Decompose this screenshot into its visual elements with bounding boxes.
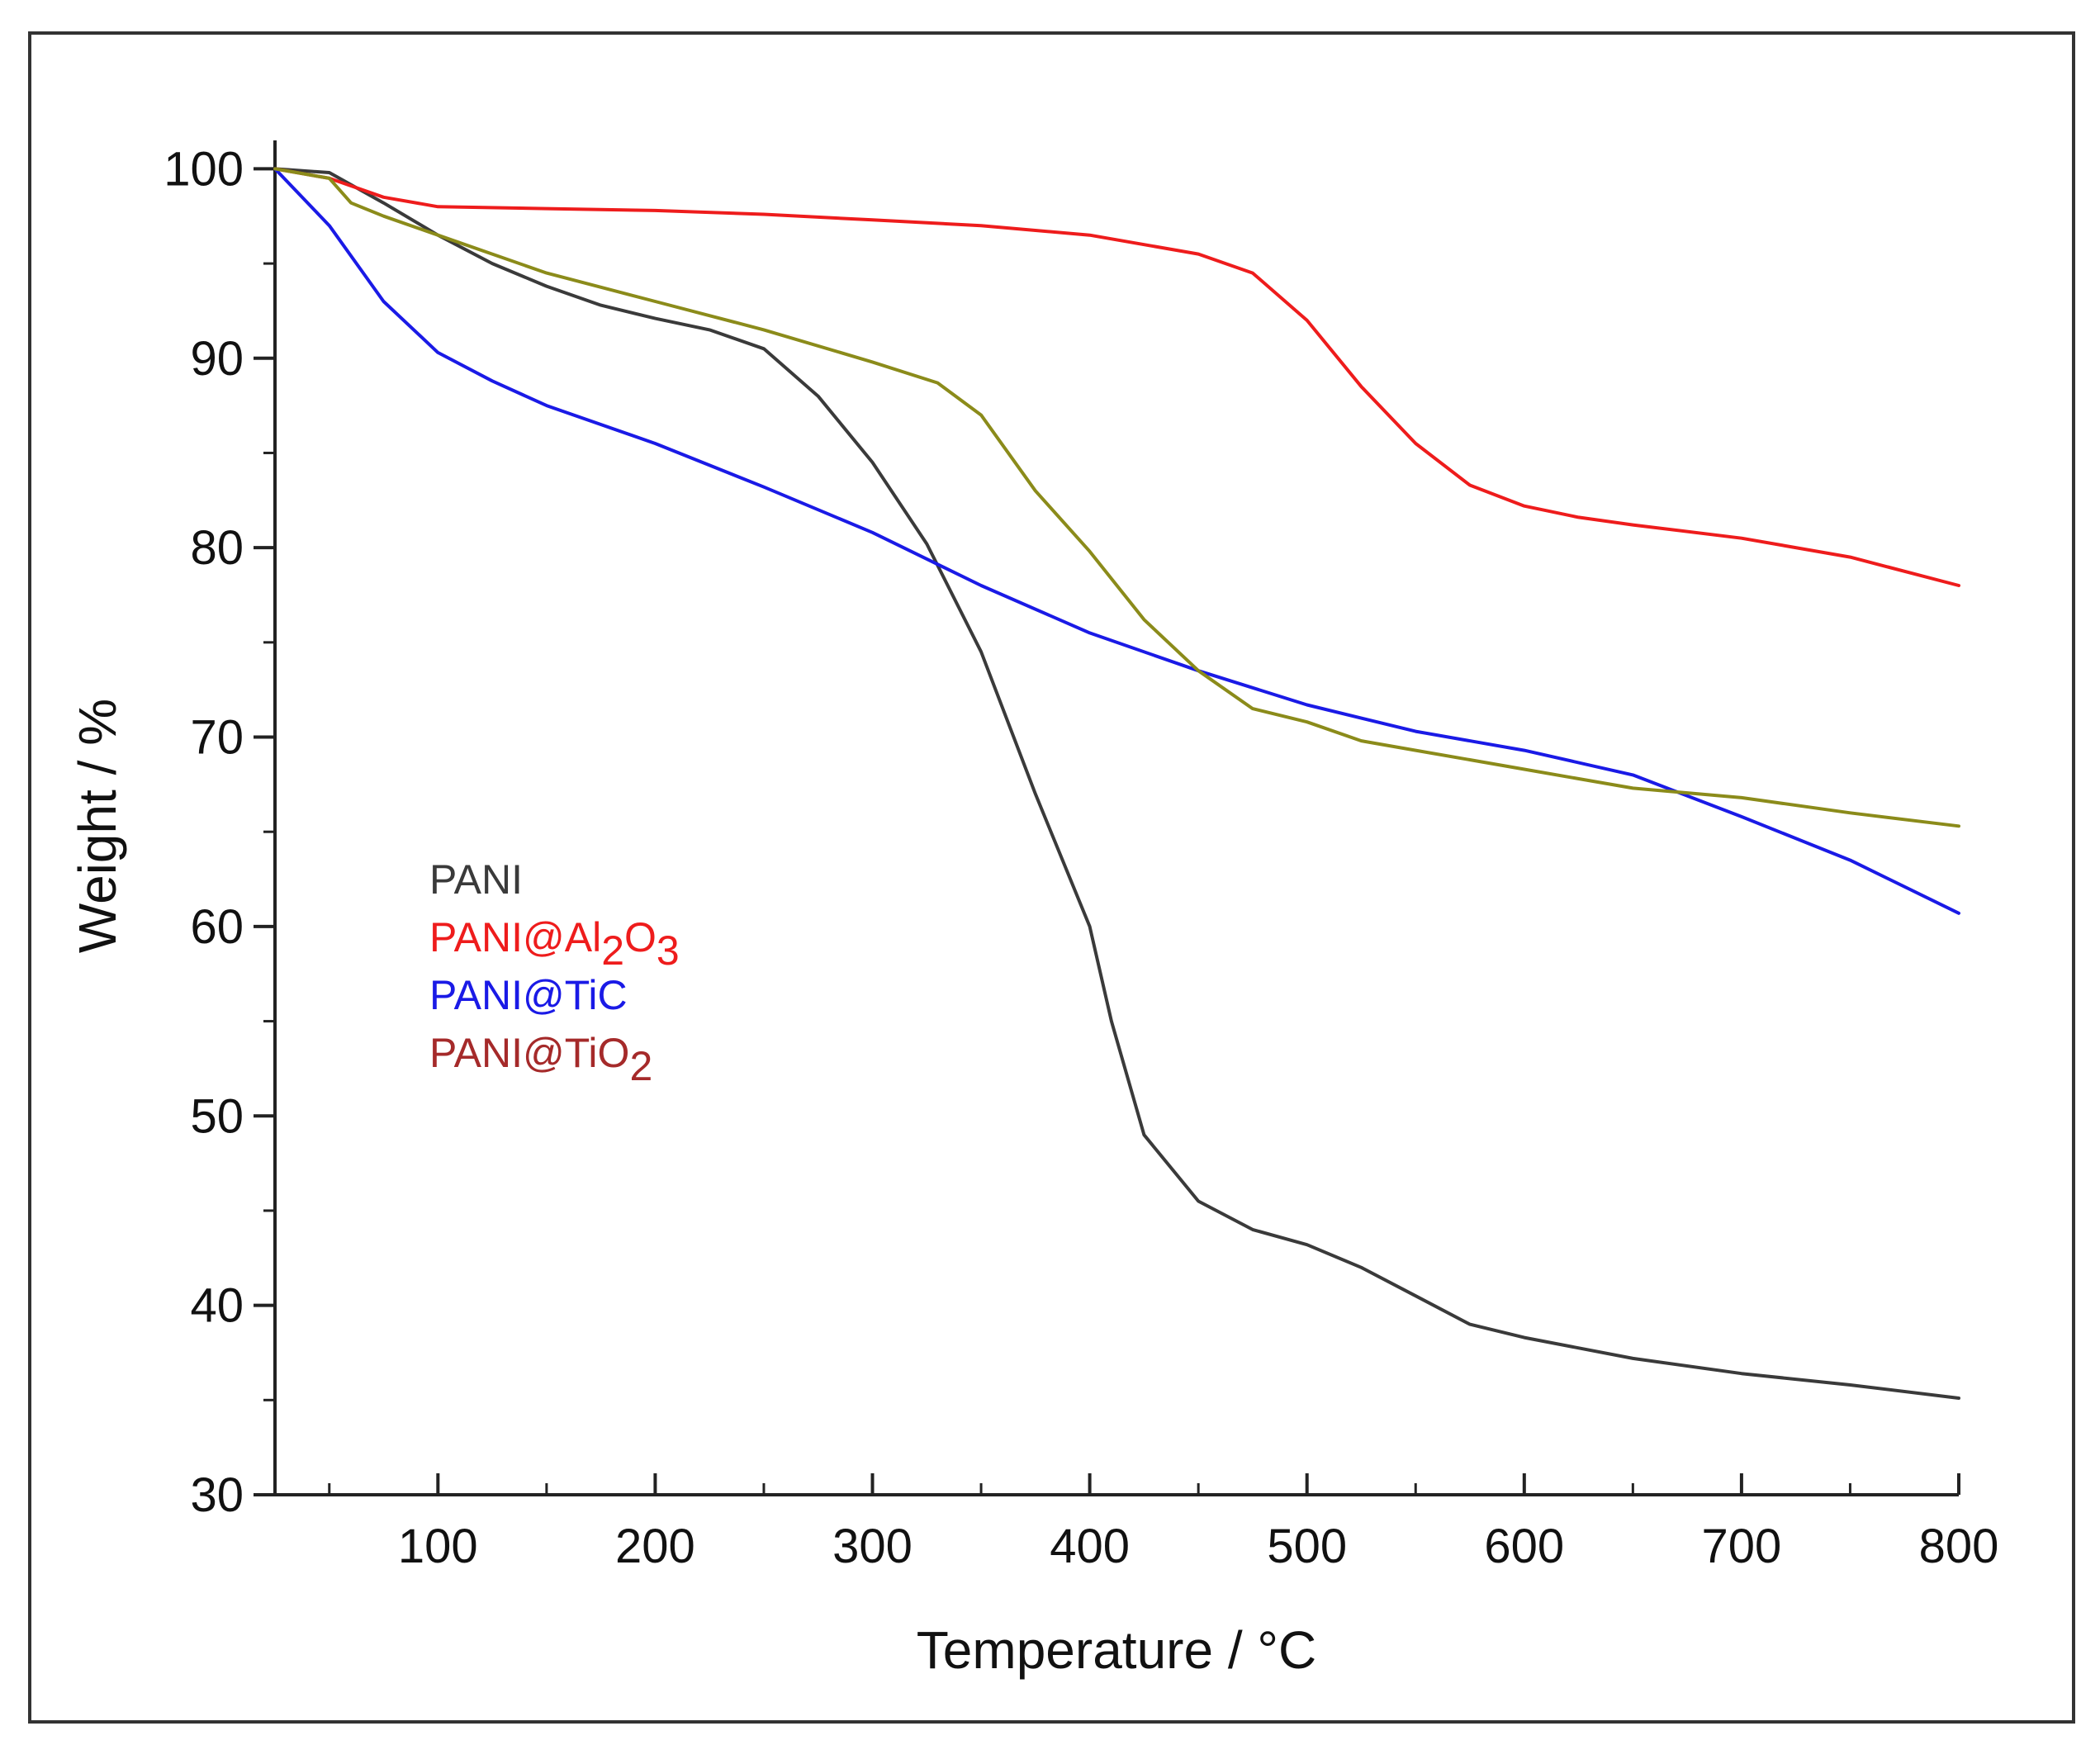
y-tick-label: 50 xyxy=(190,1089,244,1143)
y-tick-label: 70 xyxy=(190,711,244,765)
legend-label-part: 2 xyxy=(601,927,624,974)
legend-entry: PANI@Al2O3 xyxy=(429,914,680,974)
legend-label-part: 3 xyxy=(657,927,680,974)
x-tick-label: 400 xyxy=(1050,1520,1130,1573)
y-tick-label: 40 xyxy=(190,1279,244,1333)
plot-area xyxy=(273,140,1959,1496)
y-tick-label: 80 xyxy=(190,521,244,575)
legend-label: PANI xyxy=(429,856,523,903)
figure-border xyxy=(28,31,2075,1724)
x-tick-label: 500 xyxy=(1267,1520,1347,1573)
y-tick-label: 100 xyxy=(164,142,244,196)
series-line-pani-al2o3 xyxy=(273,167,1960,587)
y-axis-title: Weight / % xyxy=(68,699,127,953)
legend-label: PANI@TiO xyxy=(429,1030,629,1076)
x-axis-title: Temperature / °C xyxy=(917,1620,1316,1680)
x-tick-label: 800 xyxy=(1919,1520,1999,1573)
x-tick-label: 700 xyxy=(1702,1520,1782,1573)
y-tick-label: 90 xyxy=(190,332,244,386)
legend-entry: PANI xyxy=(429,856,523,903)
y-tick-label: 60 xyxy=(190,900,244,954)
axis-ticks: 100 200 300 400 500 600 700 800 30 40 50 60 70 80 90 10… xyxy=(164,142,1998,1573)
legend-label-part: O xyxy=(624,914,657,960)
x-tick-label: 300 xyxy=(832,1520,913,1573)
x-tick-label: 200 xyxy=(615,1520,695,1573)
legend-entry: PANI@TiO2 xyxy=(429,1030,652,1089)
y-tick-label: 30 xyxy=(190,1468,244,1522)
legend-label: PANI@Al xyxy=(429,914,601,960)
legend-label-part: 2 xyxy=(629,1043,652,1089)
legend-entry: PANI@TiC xyxy=(429,972,628,1018)
x-tick-label: 100 xyxy=(398,1520,478,1573)
legend-label: PANI@TiC xyxy=(429,972,628,1018)
series-line-pani xyxy=(273,167,1960,1400)
series-layer xyxy=(273,167,1960,1400)
x-tick-label: 600 xyxy=(1484,1520,1564,1573)
series-line-pani-tio2 xyxy=(273,167,1960,828)
series-line-pani-tic xyxy=(273,167,1960,915)
